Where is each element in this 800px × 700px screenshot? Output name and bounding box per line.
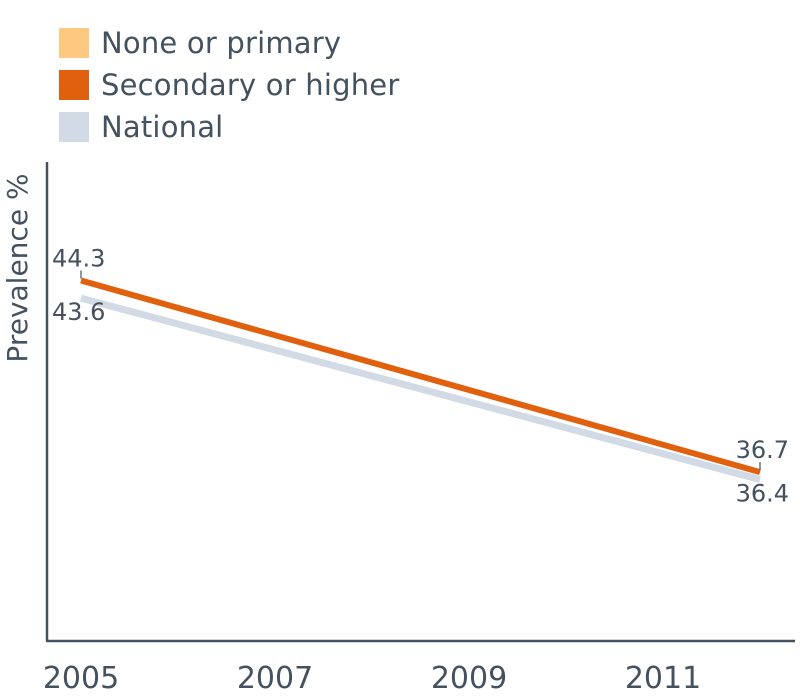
x-tick-label: 2005 bbox=[43, 661, 119, 696]
series-line-secondary-or-higher bbox=[80, 277, 761, 475]
legend-item-none-or-primary: None or primary bbox=[59, 22, 399, 64]
legend: None or primary Secondary or higher Nati… bbox=[59, 22, 399, 148]
legend-label: None or primary bbox=[101, 26, 342, 60]
data-label: 36.7 bbox=[736, 436, 789, 464]
x-tick-label: 2007 bbox=[237, 661, 313, 696]
legend-swatch-national bbox=[59, 112, 89, 142]
legend-swatch-none-or-primary bbox=[59, 28, 89, 58]
data-labels: 44.3 43.6 36.7 36.4 bbox=[52, 244, 789, 507]
data-label: 44.3 bbox=[52, 244, 105, 272]
series-line-national bbox=[80, 294, 761, 484]
x-tick-label: 2009 bbox=[431, 661, 507, 696]
legend-label: National bbox=[101, 110, 224, 144]
legend-swatch-secondary-or-higher bbox=[59, 70, 89, 100]
legend-label: Secondary or higher bbox=[101, 68, 400, 102]
y-axis-label: Prevalence % bbox=[1, 173, 34, 362]
x-tick-label: 2011 bbox=[625, 661, 701, 696]
data-label: 36.4 bbox=[736, 480, 789, 508]
series-lines bbox=[80, 277, 761, 484]
x-tick-labels: 2005 2007 2009 2011 bbox=[43, 661, 701, 696]
data-label: 43.6 bbox=[52, 298, 105, 326]
legend-item-national: National bbox=[59, 106, 399, 148]
legend-item-secondary-or-higher: Secondary or higher bbox=[59, 64, 399, 106]
